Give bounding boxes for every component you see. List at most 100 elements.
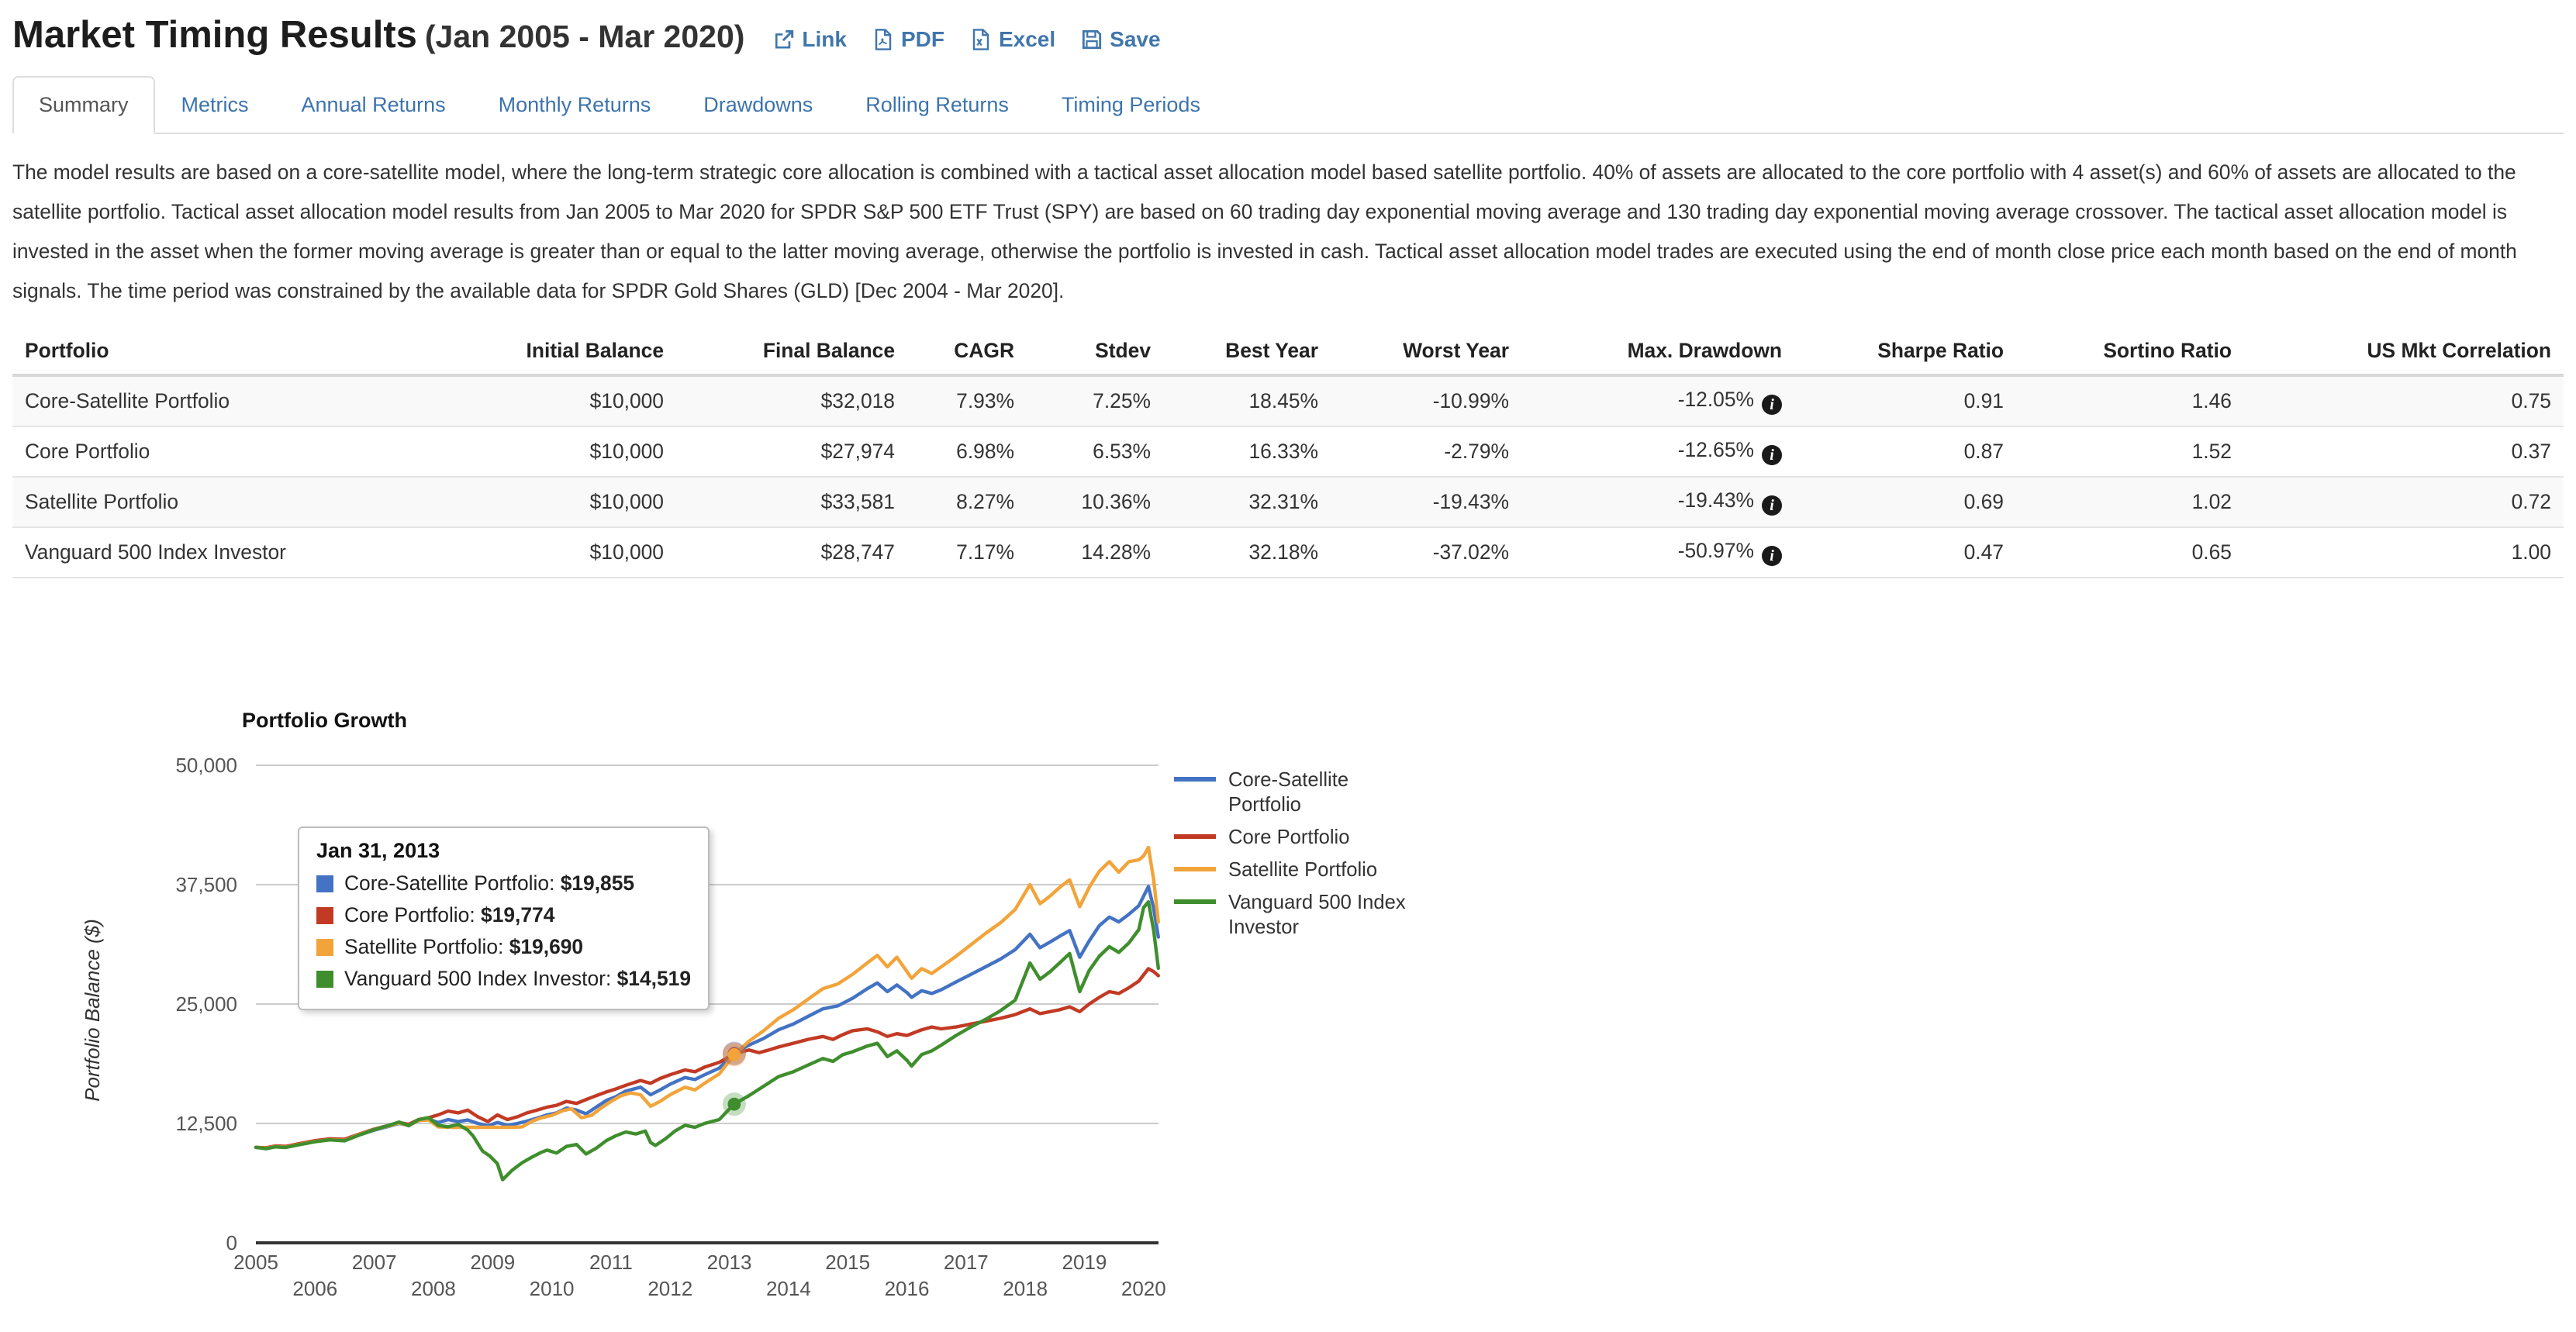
results-table: Portfolio Initial Balance Final Balance CAG… (12, 328, 2564, 578)
page-header: Market Timing Results (Jan 2005 - Mar 202… (12, 9, 2564, 62)
stdev-cell: 6.53% (1093, 440, 1151, 463)
y-tick-label: 12,500 (175, 1112, 237, 1135)
tab-timing-periods[interactable]: Timing Periods (1061, 93, 1200, 116)
column-header-initial-balance: Initial Balance (478, 328, 676, 377)
sortino-ratio-cell: 1.46 (2191, 389, 2232, 412)
tooltip-swatch (316, 970, 333, 988)
us-mkt-correlation-cell: 0.72 (2511, 490, 2551, 513)
x-tick-label: 2019 (1062, 1251, 1107, 1274)
final-balance-cell: $32,018 (820, 389, 895, 412)
header-actions: Link PDF Excel Save (772, 19, 1161, 52)
info-circle-icon[interactable]: i (1762, 546, 1782, 566)
tooltip-swatch (316, 875, 333, 892)
cagr-cell: 8.27% (956, 490, 1014, 513)
column-header-max-drawdown: Max. Drawdown (1521, 328, 1794, 377)
max-drawdown-cell: -12.05% i (1521, 375, 1794, 426)
column-header-stdev: Stdev (1027, 328, 1163, 377)
link-button[interactable]: Link (772, 27, 847, 52)
max-drawdown-cell: -19.43% i (1521, 477, 1794, 527)
pdf-file-icon (875, 29, 892, 50)
series-line-vanguard-500-index-investor (254, 899, 1161, 1182)
pdf-button[interactable]: PDF (872, 27, 944, 52)
tab-bar: Summary Metrics Annual Returns Monthly Retu… (12, 76, 2564, 134)
save-icon (1083, 29, 1102, 50)
initial-balance-cell: $10,000 (589, 389, 664, 412)
worst-year-cell: -2.79% (1444, 440, 1509, 463)
column-header-sortino-ratio: Sortino Ratio (2016, 328, 2244, 377)
legend-label: Core Portfolio (1228, 826, 1350, 848)
tooltip-row-core-satellite-portfolio: Core-Satellite Portfolio: $19,855 (316, 868, 691, 899)
us-mkt-correlation-cell: 0.75 (2511, 389, 2551, 412)
max-drawdown-cell: -50.97% i (1521, 527, 1794, 578)
tab-summary[interactable]: Summary (12, 76, 155, 134)
tab-annual-returns[interactable]: Annual Returns (301, 93, 446, 116)
sharpe-ratio-cell: 0.69 (1963, 490, 2004, 513)
y-tick-label: 0 (226, 1231, 237, 1254)
x-tick-label: 2017 (944, 1251, 989, 1274)
table-row-core-satellite-portfolio: Core-Satellite Portfolio $10,000 $32,018 7.… (12, 375, 2564, 426)
worst-year-cell: -10.99% (1432, 389, 1509, 412)
column-header-sharpe-ratio: Sharpe Ratio (1794, 328, 2016, 377)
worst-year-cell: -37.02% (1432, 540, 1509, 564)
worst-year-cell: -19.43% (1432, 490, 1509, 513)
pdf-button-label: PDF (900, 27, 944, 51)
initial-balance-cell: $10,000 (589, 490, 664, 513)
sharpe-ratio-cell: 0.91 (1963, 389, 2004, 412)
column-header-final-balance: Final Balance (676, 328, 907, 377)
legend-item-vanguard-500-index-investor[interactable]: Vanguard 500 Index Investor (1174, 890, 1411, 940)
tooltip-value: $19,690 (509, 935, 584, 958)
best-year-cell: 16.33% (1248, 440, 1318, 463)
tooltip-date: Jan 31, 2013 (316, 839, 440, 862)
x-tick-label: 2007 (352, 1251, 397, 1274)
x-tick-label: 2015 (825, 1251, 870, 1274)
cagr-cell: 6.98% (956, 440, 1014, 463)
table-row-satellite-portfolio: Satellite Portfolio $10,000 $33,581 8.27% 10… (12, 477, 2564, 527)
initial-balance-cell: $10,000 (589, 540, 664, 564)
legend-item-satellite-portfolio[interactable]: Satellite Portfolio (1174, 858, 1411, 882)
portfolio-cell: Core Portfolio (25, 440, 150, 463)
sortino-ratio-cell: 0.65 (2191, 540, 2232, 564)
info-circle-icon[interactable]: i (1762, 495, 1782, 516)
tooltip-swatch (316, 906, 333, 924)
save-button[interactable]: Save (1080, 27, 1161, 52)
final-balance-cell: $33,581 (820, 490, 895, 513)
legend-label: Vanguard 500 Index Investor (1228, 892, 1406, 938)
y-tick-label: 25,000 (175, 992, 237, 1016)
x-tick-label: 2009 (470, 1251, 515, 1274)
max-drawdown-cell: -12.65% i (1521, 426, 1794, 477)
model-description: The model results are based on a core-sa… (12, 160, 2517, 302)
legend-label: Satellite Portfolio (1228, 859, 1378, 881)
excel-button[interactable]: Excel (969, 27, 1055, 52)
tooltip-label: Core-Satellite Portfolio: (344, 871, 561, 895)
legend-line-swatch (1174, 899, 1216, 904)
sharpe-ratio-cell: 0.47 (1963, 540, 2004, 564)
tab-metrics[interactable]: Metrics (181, 93, 249, 116)
tooltip-value: $19,774 (481, 903, 555, 927)
tab-monthly-returns[interactable]: Monthly Returns (498, 93, 651, 116)
info-circle-icon[interactable]: i (1762, 445, 1782, 465)
tab-drawdowns[interactable]: Drawdowns (703, 93, 813, 116)
portfolio-cell: Satellite Portfolio (25, 490, 179, 513)
stdev-cell: 10.36% (1081, 490, 1151, 513)
hover-dot-vanguard-500-index-investor (727, 1097, 741, 1111)
y-tick-label: 37,500 (175, 873, 237, 896)
x-tick-label: 2011 (589, 1251, 633, 1274)
portfolio-growth-chart-block: Portfolio Growth 0 12,500 25,000 37,500 50,0… (12, 709, 2564, 1332)
page-title: Market Timing Results (Jan 2005 - Mar 202… (12, 9, 744, 62)
tooltip-label: Core Portfolio: (344, 903, 482, 927)
tab-rolling-returns[interactable]: Rolling Returns (865, 93, 1009, 116)
tooltip-swatch (316, 938, 333, 956)
legend-item-core-satellite-portfolio[interactable]: Core-Satellite Portfolio (1174, 768, 1411, 817)
tooltip-row-satellite-portfolio: Satellite Portfolio: $19,690 (316, 931, 691, 963)
x-tick-label: 2013 (707, 1251, 752, 1274)
page-title-date-range: (Jan 2005 - Mar 2020) (424, 19, 745, 54)
legend-item-core-portfolio[interactable]: Core Portfolio (1174, 825, 1411, 850)
column-header-portfolio: Portfolio (12, 328, 478, 377)
portfolio-cell: Vanguard 500 Index Investor (25, 540, 286, 564)
legend-line-swatch (1174, 834, 1216, 839)
link-button-label: Link (802, 27, 847, 51)
y-tick-label: 50,000 (175, 754, 237, 777)
tooltip-value: $19,855 (560, 871, 635, 895)
info-circle-icon[interactable]: i (1762, 395, 1782, 415)
legend-label: Core-Satellite Portfolio (1228, 769, 1349, 816)
